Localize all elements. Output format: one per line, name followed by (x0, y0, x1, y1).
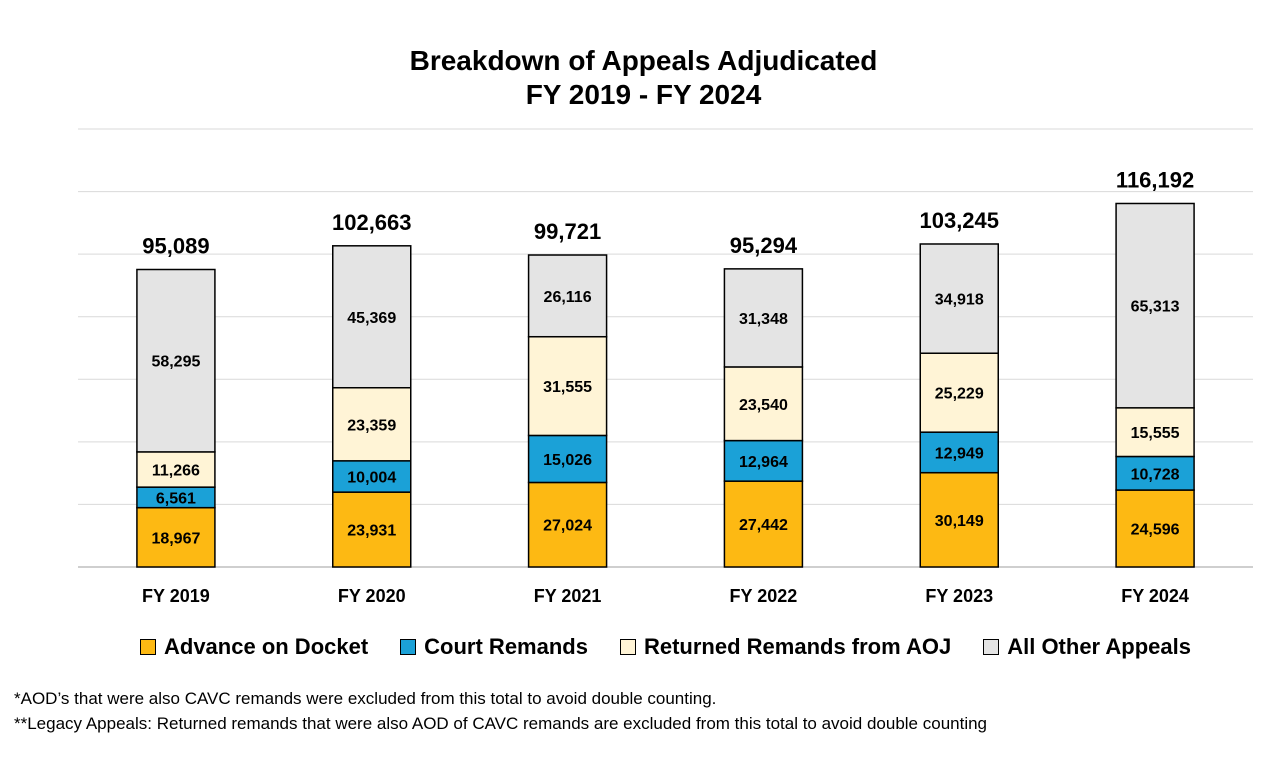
data-label: 23,359 (347, 417, 396, 434)
data-label: 25,229 (935, 386, 984, 403)
legend-swatch (619, 639, 636, 655)
bar-segment (332, 387, 412, 462)
category-label: FY 2021 (534, 586, 602, 606)
category-label: FY 2023 (925, 586, 993, 606)
legend-label: All Other Appeals (1007, 634, 1191, 659)
chart-legend: Advance on Docket Court Remands Returned… (140, 634, 1191, 660)
footnotes: *AOD’s that were also CAVC remands were … (14, 686, 987, 736)
footnote-legacy: **Legacy Appeals: Returned remands that … (14, 714, 988, 733)
data-label: 23,931 (347, 523, 396, 540)
legend-item-returned-remands: Returned Remands from AOJ (619, 634, 952, 660)
bar-segment (332, 491, 412, 568)
bar-segment (332, 245, 412, 389)
total-label: 99,721 (534, 219, 601, 244)
data-label: 27,024 (543, 518, 592, 535)
data-label: 6,561 (156, 490, 196, 507)
data-label: 30,149 (935, 513, 984, 530)
total-label: 116,192 (1116, 167, 1194, 192)
data-label: 23,540 (739, 397, 788, 414)
data-label: 12,964 (739, 454, 788, 471)
data-label: 27,442 (739, 517, 788, 534)
legend-label: Court Remands (424, 634, 588, 659)
total-label: 102,663 (332, 210, 412, 235)
data-label: 10,004 (347, 469, 396, 486)
bar-segment (332, 460, 412, 493)
bar-segment (919, 431, 999, 474)
bar-segment (1115, 202, 1195, 409)
stacked-bar-chart: 18,967 6,561 11,266 58,295 95,089 FY 2019 23,9… (78, 128, 1253, 606)
data-label: 10,728 (1131, 466, 1180, 483)
data-label: 11,266 (152, 463, 200, 480)
bar-segment (1115, 455, 1195, 491)
legend-item-all-other-appeals: All Other Appeals (983, 634, 1191, 660)
legend-swatch (400, 639, 417, 655)
bar-segment (723, 439, 804, 482)
legend-swatch (983, 639, 1000, 655)
bar-segment (723, 268, 804, 368)
legend-item-court-remands: Court Remands (400, 634, 588, 660)
data-label: 31,348 (739, 311, 788, 328)
bar-segment (527, 434, 608, 484)
chart-subtitle: FY 2019 - FY 2024 (525, 79, 762, 110)
bar-segment (919, 352, 999, 433)
total-label: 103,245 (919, 208, 999, 233)
bar-segment (919, 471, 999, 568)
data-label: 18,967 (151, 530, 200, 547)
data-label: 12,949 (935, 445, 984, 462)
bar-segment (527, 254, 608, 338)
data-label: 26,116 (544, 289, 592, 306)
bar-segment (136, 506, 216, 568)
data-label: 45,369 (347, 310, 396, 327)
data-label: 58,295 (151, 354, 200, 371)
data-label: 24,596 (1131, 522, 1180, 539)
total-label: 95,294 (730, 233, 798, 258)
category-label: FY 2022 (730, 586, 798, 606)
data-label: 15,026 (543, 452, 592, 469)
footnote-aod: *AOD’s that were also CAVC remands were … (14, 689, 717, 708)
data-label: 31,555 (543, 379, 592, 396)
legend-label: Advance on Docket (164, 634, 369, 659)
bar-segment (723, 366, 804, 442)
legend-item-advance-on-docket: Advance on Docket (140, 634, 368, 660)
total-label: 95,089 (142, 234, 209, 259)
bar-segment (919, 243, 999, 354)
data-label: 34,918 (935, 292, 984, 309)
data-label: 65,313 (1131, 299, 1180, 316)
category-label: FY 2019 (142, 586, 210, 606)
data-label: 15,555 (1131, 425, 1180, 442)
bar-segment (136, 451, 216, 488)
category-label: FY 2020 (338, 586, 406, 606)
category-label: FY 2024 (1121, 586, 1189, 606)
bar-segment (527, 335, 608, 437)
bar-segment (723, 480, 804, 568)
legend-swatch (140, 639, 156, 655)
legend-label: Returned Remands from AOJ (643, 634, 952, 659)
chart-title-main: Breakdown of Appeals Adjudicated (409, 45, 878, 76)
bar-segment (136, 268, 216, 453)
bar-segment (527, 481, 608, 568)
chart-title: Breakdown of Appeals Adjudicated FY 2019… (0, 44, 1287, 112)
